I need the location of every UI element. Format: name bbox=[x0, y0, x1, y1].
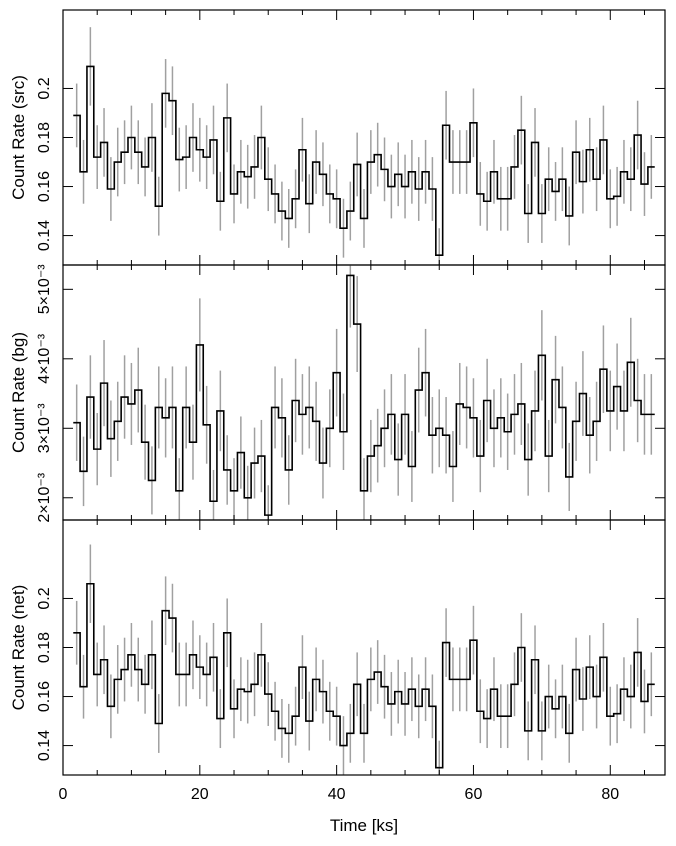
y-tick-label: 2×10⁻³ bbox=[36, 472, 53, 522]
x-tick-label: 60 bbox=[465, 786, 483, 803]
x-tick-label: 40 bbox=[328, 786, 346, 803]
y-tick-label: 0.18 bbox=[36, 632, 53, 663]
y-tick-label: 4×10⁻³ bbox=[36, 333, 53, 383]
y-axis-label: Count Rate (bg) bbox=[9, 332, 28, 453]
x-tick-label: 20 bbox=[191, 786, 209, 803]
panel-3: 0.14 0.16 0.18 0.2 0 20 40 60 80 Count Rate (net)… bbox=[9, 519, 666, 835]
y-tick-label: 0.18 bbox=[36, 122, 53, 153]
panel-2: 2×10⁻³ 3×10⁻³ 4×10⁻³ 5×10⁻³ Count Rate (bg) bbox=[9, 264, 666, 523]
data-layer bbox=[73, 265, 655, 520]
y-tick-label: 0.14 bbox=[36, 220, 53, 251]
y-tick-label: 0.2 bbox=[36, 77, 53, 99]
y-axis-label: Count Rate (src) bbox=[9, 75, 28, 200]
panel-1: 0.14 0.16 0.18 0.2 Count Rate (src) bbox=[9, 9, 666, 266]
y-tick-label: 0.16 bbox=[36, 681, 53, 712]
y-tick-label: 0.2 bbox=[36, 587, 53, 609]
y-tick-label: 0.16 bbox=[36, 171, 53, 202]
y-axis-label: Count Rate (net) bbox=[9, 585, 28, 711]
y-tick-label: 5×10⁻³ bbox=[36, 264, 53, 314]
y-tick-label: 3×10⁻³ bbox=[36, 403, 53, 453]
data-layer bbox=[73, 544, 655, 775]
step-line bbox=[73, 65, 655, 256]
x-tick-label: 80 bbox=[601, 786, 619, 803]
x-tick-label: 0 bbox=[59, 786, 68, 803]
x-axis-label: Time [ks] bbox=[330, 816, 398, 835]
step-line bbox=[73, 274, 655, 516]
data-layer bbox=[73, 27, 655, 265]
step-line bbox=[73, 582, 655, 769]
y-tick-label: 0.14 bbox=[36, 730, 53, 761]
